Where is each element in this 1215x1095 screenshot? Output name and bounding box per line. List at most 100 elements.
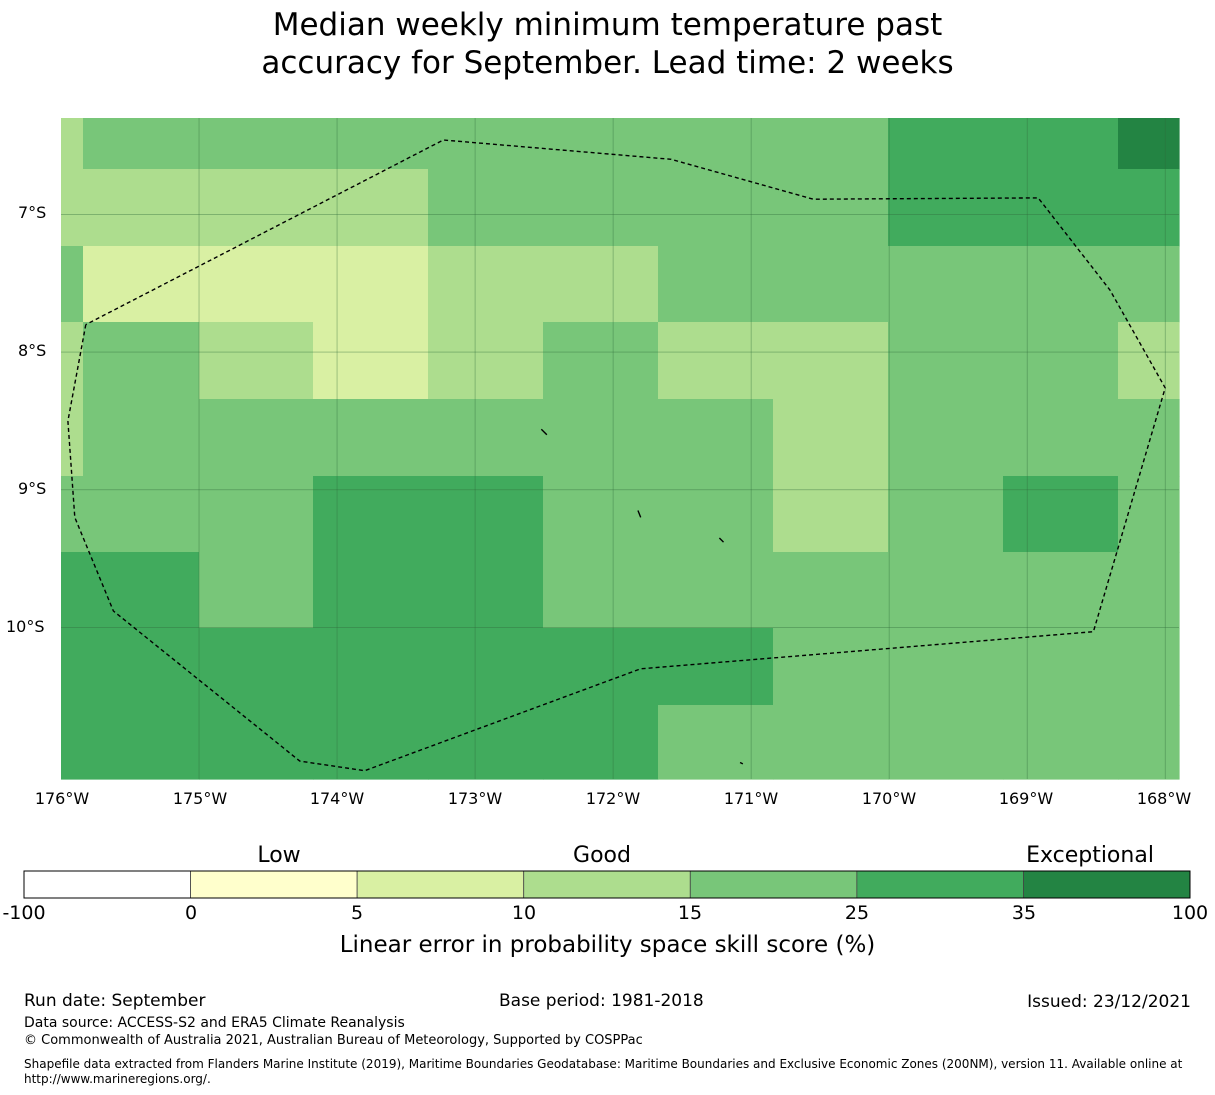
- graticule: [61, 118, 1179, 779]
- grid-cell: [1118, 118, 1180, 170]
- colorbar-segment: [856, 870, 1024, 899]
- grid-cell: [199, 628, 314, 706]
- grid-cell: [61, 118, 200, 170]
- grid-cell: [61, 322, 83, 476]
- grid-cell: [1118, 169, 1180, 247]
- grid-cell: [199, 169, 314, 247]
- grid-cell: [658, 169, 774, 247]
- grid-cell: [773, 118, 889, 170]
- grid-cell: [658, 476, 774, 553]
- lon-label-175w: 175°W: [172, 789, 228, 808]
- run-date: Run date: September: [24, 991, 206, 1011]
- shapefile-credit-line-2: http://www.marineregions.org/.: [24, 1072, 211, 1086]
- grid-cell: [773, 399, 889, 477]
- colorbar-segment: [23, 870, 191, 899]
- grid-cell: [1003, 705, 1119, 780]
- grid-cell: [313, 552, 429, 629]
- lon-label-170w: 170°W: [861, 789, 917, 808]
- grid-cell: [199, 552, 314, 629]
- island: [739, 761, 744, 765]
- island: [718, 537, 725, 543]
- skill-map: [61, 118, 1180, 780]
- grid-cell: [773, 322, 889, 400]
- colorbar-tick: 35: [1011, 902, 1037, 924]
- grid-cell: [1003, 322, 1119, 400]
- copyright: © Commonwealth of Australia 2021, Austra…: [24, 1033, 643, 1048]
- grid-cell: [888, 476, 1004, 553]
- grid-cell: [888, 169, 1004, 247]
- colorbar-segment: [523, 870, 691, 899]
- grid-cell: [199, 705, 314, 780]
- grid-cell: [61, 399, 200, 477]
- grid-cell: [1003, 246, 1119, 323]
- colorbar-segment: [356, 870, 525, 899]
- lon-label-171w: 171°W: [723, 789, 779, 808]
- grid-cell: [658, 322, 774, 400]
- lon-label-169w: 169°W: [998, 789, 1054, 808]
- grid-cell: [1003, 399, 1119, 477]
- grid-cell: [543, 399, 659, 477]
- data-source: Data source: ACCESS-S2 and ERA5 Climate …: [24, 1015, 405, 1031]
- grid-cell: [1118, 552, 1180, 629]
- colorbar-tick: 10: [511, 902, 537, 924]
- lon-label-168w: 168°W: [1136, 789, 1192, 808]
- grid-cell: [313, 476, 429, 553]
- grid-cell: [313, 705, 429, 780]
- grid-cell: [199, 399, 314, 477]
- grid-cell: [199, 322, 314, 400]
- grid-cell: [428, 246, 544, 323]
- grid-cell: [1003, 628, 1119, 706]
- colorbar-segment: [689, 870, 858, 899]
- grid-cell: [61, 476, 200, 553]
- grid-cell: [313, 322, 429, 400]
- grid-cell: [313, 628, 429, 706]
- grid-cell: [543, 246, 659, 323]
- grid-cell: [658, 246, 774, 323]
- grid-cell: [199, 246, 314, 323]
- grid-cell: [428, 399, 544, 477]
- legend-category-exceptional: Exceptional: [1026, 843, 1154, 868]
- grid-cell: [1118, 322, 1180, 400]
- grid-cell: [658, 552, 774, 629]
- grid-cell: [199, 476, 314, 553]
- island: [637, 510, 642, 518]
- grid-cell: [888, 705, 1004, 780]
- lat-label-9s: 9°S: [18, 479, 47, 498]
- grid-cell: [658, 399, 774, 477]
- eez-boundary: [67, 139, 1166, 772]
- grid-cell: [773, 246, 889, 323]
- grid-cell: [888, 399, 1004, 477]
- grid-cell: [1003, 169, 1119, 247]
- skill-grid: [61, 118, 1180, 780]
- colorbar-tick: 25: [844, 902, 870, 924]
- grid-cell: [428, 118, 544, 170]
- grid-cell: [61, 118, 83, 246]
- colorbar-tick: 5: [350, 902, 364, 924]
- lat-label-7s: 7°S: [18, 203, 47, 222]
- legend-category-low: Low: [257, 843, 301, 868]
- lon-label-172w: 172°W: [585, 789, 641, 808]
- grid-cell: [1118, 628, 1180, 706]
- grid-cell: [1118, 705, 1180, 780]
- grid-cell: [428, 628, 544, 706]
- grid-cell: [61, 628, 200, 706]
- grid-cell: [428, 476, 544, 553]
- grid-cell: [1118, 399, 1180, 477]
- grid-cell: [543, 705, 659, 780]
- grid-cell: [428, 322, 544, 400]
- legend-category-good: Good: [573, 843, 631, 868]
- grid-cell: [61, 705, 200, 780]
- grid-cell: [313, 399, 429, 477]
- grid-cell: [61, 246, 200, 323]
- grid-cell: [313, 118, 429, 170]
- map-title: Median weekly minimum temperature past a…: [0, 6, 1215, 82]
- grid-cell: [888, 246, 1004, 323]
- grid-cell: [61, 552, 200, 629]
- grid-cell: [773, 705, 889, 780]
- title-line-1: Median weekly minimum temperature past: [272, 7, 943, 43]
- base-period: Base period: 1981-2018: [499, 991, 704, 1011]
- grid-cell: [543, 552, 659, 629]
- colorbar-tick: 15: [677, 902, 703, 924]
- grid-cell: [1118, 246, 1180, 323]
- grid-cell: [313, 246, 429, 323]
